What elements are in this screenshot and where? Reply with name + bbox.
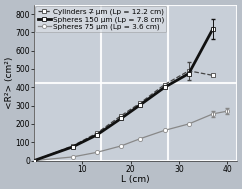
Spheres 75 μm (Lp = 3.6 cm): [163, 129, 166, 132]
Cylinders 7̶ μm (Lp = 12.2 cm): [95, 132, 98, 134]
X-axis label: L (cm): L (cm): [121, 175, 150, 184]
Spheres 150 μm (Lp = 7.8 cm): [33, 160, 36, 162]
Cylinders 7̶ μm (Lp = 12.2 cm): [139, 102, 142, 104]
Spheres 150 μm (Lp = 7.8 cm): [212, 28, 214, 30]
Y-axis label: <R²> (cm²): <R²> (cm²): [5, 57, 14, 109]
Spheres 75 μm (Lp = 3.6 cm): [71, 156, 74, 158]
Cylinders 7̶ μm (Lp = 12.2 cm): [71, 145, 74, 147]
Spheres 150 μm (Lp = 7.8 cm): [139, 104, 142, 106]
Cylinders 7̶ μm (Lp = 12.2 cm): [163, 83, 166, 86]
Line: Cylinders 7̶ μm (Lp = 12.2 cm): Cylinders 7̶ μm (Lp = 12.2 cm): [32, 68, 215, 163]
Cylinders 7̶ μm (Lp = 12.2 cm): [187, 70, 190, 72]
Spheres 75 μm (Lp = 3.6 cm): [120, 145, 122, 147]
Spheres 75 μm (Lp = 3.6 cm): [33, 160, 36, 162]
Spheres 150 μm (Lp = 7.8 cm): [163, 86, 166, 88]
Spheres 150 μm (Lp = 7.8 cm): [95, 134, 98, 136]
Spheres 150 μm (Lp = 7.8 cm): [120, 117, 122, 120]
Line: Spheres 150 μm (Lp = 7.8 cm): Spheres 150 μm (Lp = 7.8 cm): [32, 26, 215, 163]
Legend: Cylinders 7̶ μm (Lp = 12.2 cm), Spheres 150 μm (Lp = 7.8 cm), Spheres 75 μm (Lp : Cylinders 7̶ μm (Lp = 12.2 cm), Spheres …: [36, 6, 166, 33]
Cylinders 7̶ μm (Lp = 12.2 cm): [120, 115, 122, 117]
Cylinders 7̶ μm (Lp = 12.2 cm): [33, 160, 36, 162]
Spheres 75 μm (Lp = 3.6 cm): [95, 151, 98, 153]
Spheres 75 μm (Lp = 3.6 cm): [139, 137, 142, 140]
Spheres 75 μm (Lp = 3.6 cm): [226, 110, 229, 112]
Spheres 150 μm (Lp = 7.8 cm): [187, 72, 190, 75]
Line: Spheres 75 μm (Lp = 3.6 cm): Spheres 75 μm (Lp = 3.6 cm): [32, 109, 230, 163]
Spheres 75 μm (Lp = 3.6 cm): [212, 113, 214, 115]
Cylinders 7̶ μm (Lp = 12.2 cm): [212, 74, 214, 77]
Spheres 75 μm (Lp = 3.6 cm): [187, 123, 190, 125]
Spheres 150 μm (Lp = 7.8 cm): [71, 146, 74, 148]
